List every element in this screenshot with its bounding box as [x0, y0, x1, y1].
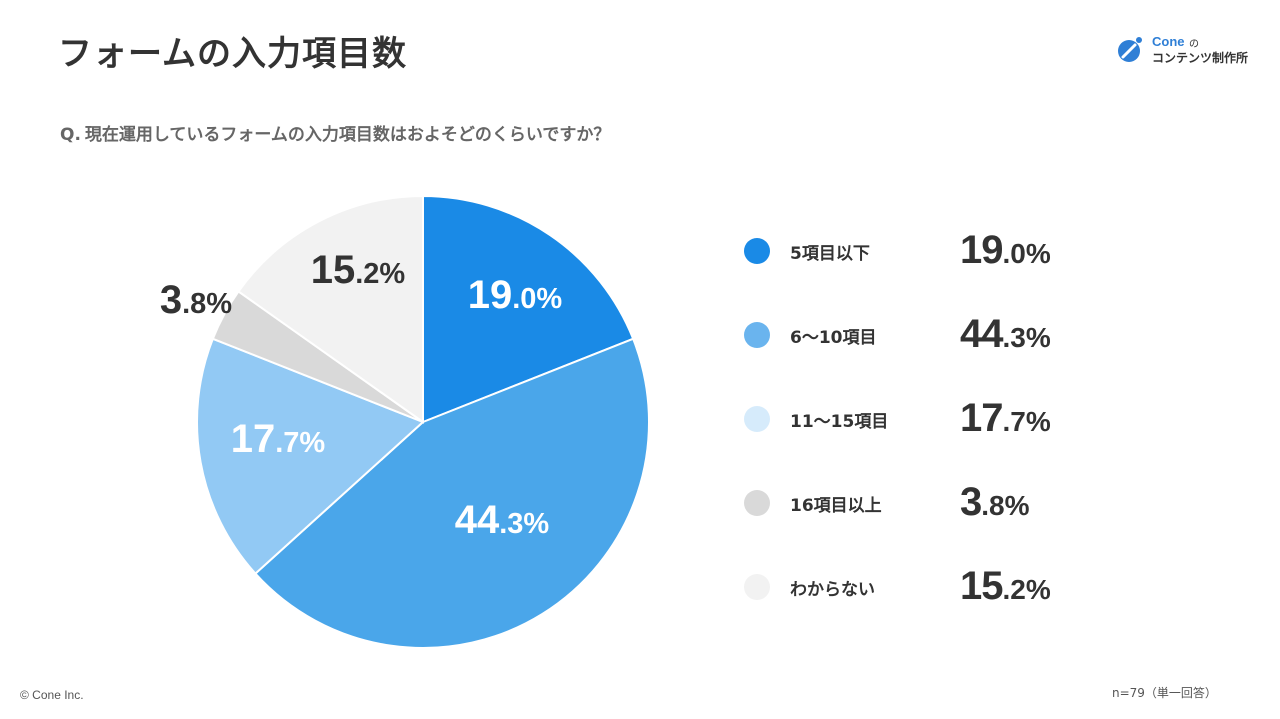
pie-slice [237, 194, 424, 424]
legend-swatch [744, 406, 770, 432]
legend-value: 3.8% [960, 480, 1030, 524]
sample-size-note: n=79（単一回答） [1112, 686, 1217, 700]
question-prefix: Q. [60, 125, 81, 145]
copyright: © Cone Inc. [20, 688, 84, 702]
legend-label: わからない [790, 580, 875, 600]
legend-item: 6〜10項目 44.3% [744, 312, 1164, 356]
legend-swatch [744, 238, 770, 264]
legend-swatch [744, 322, 770, 348]
legend-label: 16項目以上 [790, 496, 882, 516]
legend-value: 17.7% [960, 396, 1051, 440]
legend-item: 16項目以上 3.8% [744, 480, 1164, 524]
slice-data-label: 44.3% [455, 498, 550, 542]
legend-value: 19.0% [960, 228, 1051, 272]
survey-question: Q. 現在運用しているフォームの入力項目数はおよそどのくらいですか？ [60, 120, 610, 145]
slice-data-label: 17.7% [231, 417, 326, 461]
legend-swatch [744, 574, 770, 600]
legend-item: わからない 15.2% [744, 564, 1164, 608]
pie-slice [253, 337, 650, 649]
logo-name-jp: コンテンツ制作所 [1152, 51, 1249, 65]
legend-label: 5項目以下 [790, 244, 870, 264]
slice-data-label: 19.0% [468, 273, 563, 317]
legend-label: 6〜10項目 [790, 328, 877, 348]
page-title: フォームの入力項目数 [58, 34, 407, 74]
pie-slice [422, 194, 635, 424]
legend-value: 15.2% [960, 564, 1051, 608]
pie-slice [196, 337, 425, 575]
legend-swatch [744, 490, 770, 516]
legend-label: 11〜15項目 [790, 412, 889, 432]
legend-item: 11〜15項目 17.7% [744, 396, 1164, 440]
cone-logo-icon [1118, 37, 1142, 62]
logo-name-en: Cone [1152, 34, 1185, 49]
legend-item: 5項目以下 19.0% [744, 228, 1164, 272]
logo-name-no: の [1189, 39, 1199, 50]
brand-logo[interactable]: Cone の コンテンツ制作所 [1116, 34, 1266, 68]
question-text: 現在運用しているフォームの入力項目数はおよそどのくらいですか？ [84, 125, 611, 145]
legend-value: 44.3% [960, 312, 1051, 356]
slice-data-label: 15.2% [311, 248, 406, 292]
slice-data-label: 3.8% [160, 278, 232, 322]
